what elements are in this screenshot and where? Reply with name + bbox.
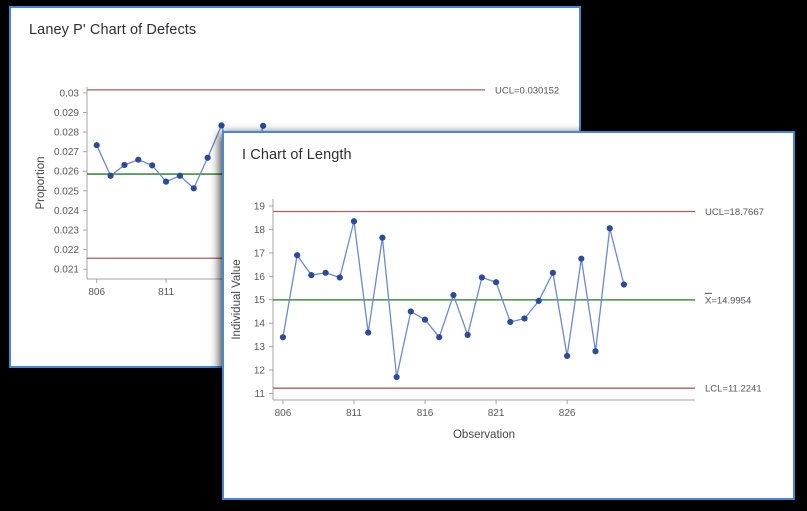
y-tick-label: 0.021 bbox=[54, 265, 79, 276]
y-tick-label: 18 bbox=[254, 225, 266, 236]
data-point[interactable] bbox=[450, 291, 457, 299]
y-tick-label: 0.022 bbox=[54, 245, 79, 256]
page-title-front: I Chart of Length bbox=[242, 147, 352, 163]
series-polyline bbox=[282, 221, 625, 378]
ucl-label: UCL=18.7667 bbox=[705, 207, 764, 218]
x-tick-label: 826 bbox=[559, 408, 576, 419]
page-title-back: Laney P' Chart of Defects bbox=[29, 22, 197, 38]
data-point[interactable] bbox=[592, 348, 599, 355]
data-point[interactable] bbox=[121, 161, 128, 169]
y-tick-label: 12 bbox=[254, 366, 266, 377]
i-chart-of-length-window[interactable]: I Chart of Length 11 12 13 14 15 16 17 18 19 806 8… bbox=[222, 131, 795, 500]
data-point[interactable] bbox=[620, 281, 628, 288]
x-tick-label: 821 bbox=[488, 408, 505, 419]
data-point[interactable] bbox=[606, 225, 613, 232]
data-point[interactable] bbox=[176, 172, 184, 179]
data-point[interactable] bbox=[564, 352, 571, 360]
center-line-label: X=14.9954 bbox=[705, 295, 751, 306]
data-point[interactable] bbox=[407, 308, 414, 315]
y-tick-label: 16 bbox=[254, 272, 266, 283]
y-tick-label: 11 bbox=[255, 389, 266, 400]
data-point[interactable] bbox=[218, 122, 225, 129]
data-point[interactable] bbox=[436, 334, 443, 341]
x-tick-label: 811 bbox=[158, 287, 174, 298]
data-point[interactable] bbox=[107, 172, 114, 179]
y-tick-label: 17 bbox=[254, 248, 266, 259]
y-tick-label: 0.023 bbox=[54, 226, 79, 237]
data-point[interactable] bbox=[478, 274, 485, 281]
data-point[interactable] bbox=[535, 297, 542, 305]
data-point[interactable] bbox=[549, 269, 557, 276]
y-tick-label: 0.027 bbox=[54, 147, 79, 158]
y-tick-label: 0.024 bbox=[54, 206, 79, 217]
data-point[interactable] bbox=[507, 318, 514, 326]
data-point[interactable] bbox=[260, 122, 267, 129]
y-axis-title: Individual Value bbox=[231, 259, 243, 339]
data-point[interactable] bbox=[393, 373, 400, 381]
data-point[interactable] bbox=[521, 315, 528, 322]
data-point[interactable] bbox=[294, 252, 301, 259]
y-tick-label: 0.028 bbox=[54, 128, 79, 139]
data-point[interactable] bbox=[308, 272, 315, 279]
data-point[interactable] bbox=[379, 234, 386, 241]
data-point[interactable] bbox=[578, 255, 585, 262]
x-tick-label: 811 bbox=[346, 408, 362, 419]
y-tick-label: 0.03 bbox=[60, 88, 80, 99]
y-tick-label: 0.026 bbox=[54, 167, 79, 178]
data-point[interactable] bbox=[350, 218, 358, 225]
data-point[interactable] bbox=[464, 331, 471, 338]
data-point[interactable] bbox=[322, 269, 329, 276]
x-axis-title: Observation bbox=[453, 429, 515, 441]
data-point[interactable] bbox=[190, 185, 197, 192]
data-point[interactable] bbox=[336, 274, 343, 281]
data-point[interactable] bbox=[421, 316, 429, 323]
data-point[interactable] bbox=[279, 334, 287, 341]
data-point[interactable] bbox=[135, 156, 142, 163]
y-tick-label: 0.025 bbox=[54, 186, 79, 197]
y-tick-label: 19 bbox=[254, 202, 266, 213]
y-tick-label: 14 bbox=[254, 319, 266, 330]
data-point[interactable] bbox=[365, 329, 372, 336]
data-point[interactable] bbox=[149, 162, 156, 169]
data-point[interactable] bbox=[204, 154, 211, 161]
ucl-label: UCL=0.030152 bbox=[495, 85, 559, 96]
lcl-label: LCL=11.2241 bbox=[705, 384, 762, 395]
data-point[interactable] bbox=[162, 178, 170, 185]
data-point[interactable] bbox=[93, 142, 100, 149]
data-point[interactable] bbox=[492, 279, 500, 286]
x-tick-label: 806 bbox=[275, 408, 292, 419]
x-tick-label: 816 bbox=[417, 408, 434, 419]
x-tick-label: 806 bbox=[88, 287, 105, 298]
i-chart-of-length-plot: 11 12 13 14 15 16 17 18 19 806 811 816 821 826 Individ… bbox=[231, 199, 764, 441]
y-tick-label: 15 bbox=[254, 295, 266, 306]
y-tick-label: 0.029 bbox=[54, 108, 79, 119]
y-tick-label: 13 bbox=[254, 342, 266, 353]
y-axis-title: Proportion bbox=[35, 156, 47, 209]
